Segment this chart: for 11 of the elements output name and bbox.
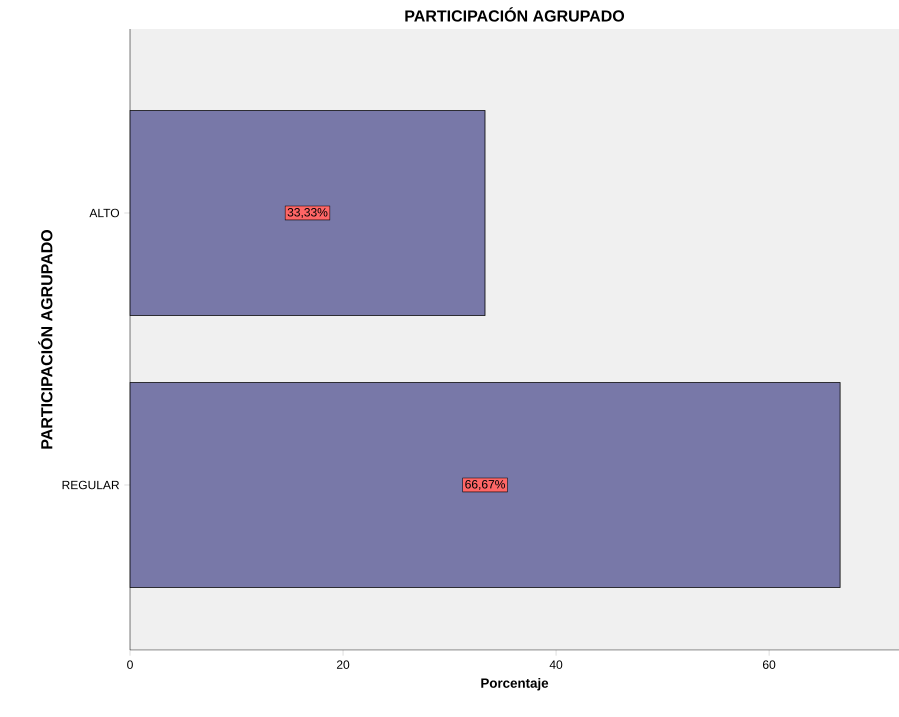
data-label: 66,67% — [465, 480, 505, 490]
x-axis-title: Porcentaje — [481, 678, 548, 690]
data-label: 33,33% — [288, 208, 328, 218]
x-tick-label: 0 — [127, 660, 133, 669]
chart-title: PARTICIPACIÓN AGRUPADO — [405, 7, 624, 22]
y-axis-title: PARTICIPACIÓN AGRUPADO — [38, 230, 52, 449]
x-tick-label: 20 — [336, 660, 350, 669]
x-tick-label: 40 — [550, 660, 562, 669]
x-tick-label: 60 — [763, 660, 776, 669]
y-tick-label: ALTO — [89, 208, 120, 218]
y-tick-label: REGULAR — [62, 480, 120, 490]
